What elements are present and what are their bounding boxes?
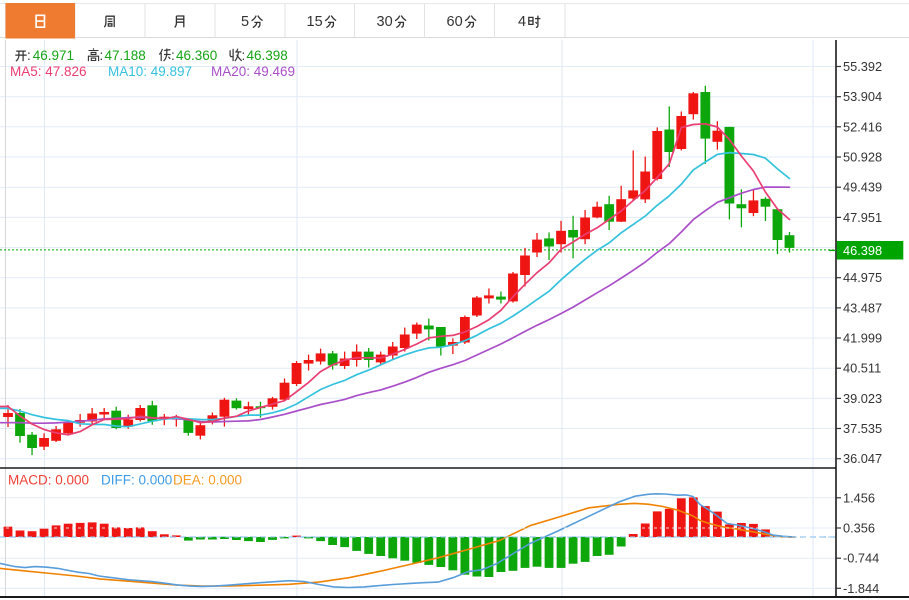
svg-text::: : bbox=[171, 48, 175, 63]
svg-text:1.456: 1.456 bbox=[843, 490, 875, 505]
svg-text:60: 60 bbox=[447, 14, 463, 30]
svg-text:15: 15 bbox=[307, 14, 323, 30]
svg-text:-1.844: -1.844 bbox=[843, 581, 879, 596]
svg-text:4: 4 bbox=[518, 14, 526, 30]
svg-text:40.511: 40.511 bbox=[843, 361, 881, 376]
svg-text:30: 30 bbox=[377, 14, 393, 30]
svg-text:43.487: 43.487 bbox=[843, 300, 882, 315]
svg-text:46.398: 46.398 bbox=[843, 243, 882, 258]
svg-text:5: 5 bbox=[241, 14, 249, 30]
svg-text:50.928: 50.928 bbox=[843, 150, 882, 165]
svg-text:MACD: 0.000: MACD: 0.000 bbox=[8, 473, 89, 488]
svg-text:MA20: 49.469: MA20: 49.469 bbox=[211, 64, 295, 79]
svg-text:52.416: 52.416 bbox=[843, 119, 882, 134]
svg-text:47.951: 47.951 bbox=[843, 210, 882, 225]
svg-text::: : bbox=[242, 48, 246, 63]
svg-text:41.999: 41.999 bbox=[843, 331, 882, 346]
svg-text:37.535: 37.535 bbox=[843, 421, 882, 436]
svg-text::: : bbox=[100, 48, 104, 63]
svg-text:DEA: 0.000: DEA: 0.000 bbox=[173, 473, 242, 488]
svg-text:0.356: 0.356 bbox=[843, 521, 875, 536]
svg-text:49.439: 49.439 bbox=[843, 180, 882, 195]
svg-text:DIFF: 0.000: DIFF: 0.000 bbox=[101, 473, 172, 488]
svg-text:36.047: 36.047 bbox=[843, 451, 882, 466]
svg-text:46.398: 46.398 bbox=[247, 48, 288, 63]
svg-text:47.188: 47.188 bbox=[105, 48, 146, 63]
svg-text:53.904: 53.904 bbox=[843, 89, 882, 104]
svg-text::: : bbox=[27, 48, 31, 63]
svg-text:46.971: 46.971 bbox=[33, 48, 74, 63]
svg-text:44.975: 44.975 bbox=[843, 270, 882, 285]
svg-text:55.392: 55.392 bbox=[843, 59, 882, 74]
svg-text:-0.744: -0.744 bbox=[843, 551, 879, 566]
svg-text:46.360: 46.360 bbox=[176, 48, 217, 63]
svg-text:MA5: 47.826: MA5: 47.826 bbox=[10, 64, 87, 79]
svg-text:39.023: 39.023 bbox=[843, 391, 882, 406]
svg-text:MA10: 49.897: MA10: 49.897 bbox=[108, 64, 192, 79]
